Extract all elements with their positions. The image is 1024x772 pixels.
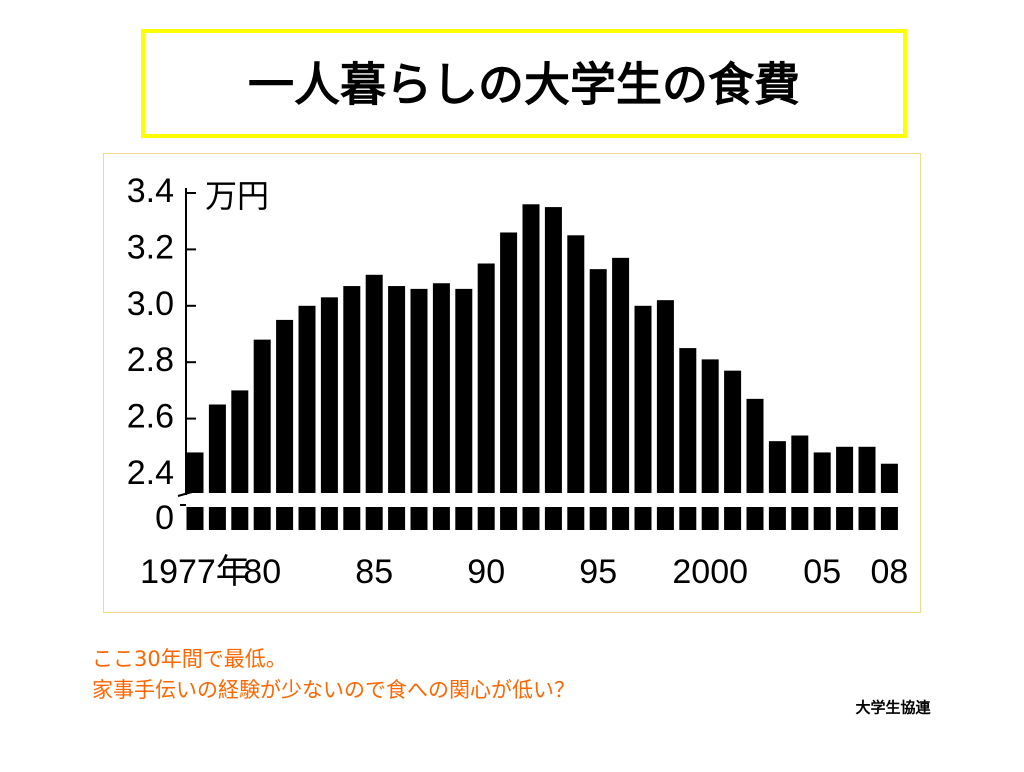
bar [365,274,383,493]
bar-base [320,507,338,530]
note: 家事手伝いの経験が少ないので食への関心が低い？ [92,678,575,702]
bar [612,257,630,493]
bar [724,370,742,493]
bar [858,446,876,493]
x-tick-label: 1977年 [140,553,250,591]
bar [320,297,338,493]
bar-base [701,507,719,530]
bar-base [365,507,383,530]
bar-base [298,507,316,530]
x-tick-label: 2000 [672,553,748,591]
x-tick-label: 08 [870,553,908,591]
bar [679,348,697,493]
bar-base [500,507,518,530]
bar [343,286,361,493]
bar [813,452,831,493]
note: ここ30年間で最低。 [92,647,287,671]
x-tick-label: 85 [355,553,393,591]
bar-base [836,507,854,530]
bar [589,269,607,493]
unit-label: 万円 [205,177,269,215]
bar-base [567,507,585,530]
bar [768,441,786,493]
bar-base [813,507,831,530]
y-tick-label: 3.2 [127,228,174,266]
y-tick-label: 0 [155,499,174,537]
bar [455,288,473,493]
bar-base [410,507,428,530]
bar [567,235,585,494]
x-tick-label: 05 [803,553,841,591]
bar [410,288,428,493]
bar-base [208,507,226,530]
bar [432,283,450,493]
bar [388,286,406,493]
y-tick-label: 3.4 [127,172,174,210]
source: 大学生協連 [855,699,931,717]
bar-base [186,507,204,530]
bar [791,435,809,493]
y-tick-label: 2.4 [127,454,174,492]
title: 一人暮らしの大学生の食費 [248,58,800,112]
bar [544,207,562,493]
bar [276,319,294,493]
bar-base [455,507,473,530]
y-tick-label: 2.6 [127,398,174,436]
bar [522,204,540,493]
bar-base [544,507,562,530]
bar-base [522,507,540,530]
bar-base [768,507,786,530]
bar [500,232,518,494]
bar-base [724,507,742,530]
title-box [141,29,907,138]
bar [208,404,226,493]
bar-base [612,507,630,530]
y-tick-label: 3.0 [127,285,174,323]
bar [656,300,674,493]
bar [298,305,316,493]
bar [836,446,854,493]
bar [186,452,204,493]
y-tick-label: 2.8 [127,341,174,379]
bar-base [477,507,495,530]
bar-base [858,507,876,530]
bar [880,463,898,493]
bar-base [589,507,607,530]
bar-base [432,507,450,530]
bar-base [231,507,249,530]
bar-base [388,507,406,530]
bar-base [746,507,764,530]
bar-base [880,507,898,530]
x-tick-label: 80 [243,553,281,591]
bar [231,390,249,493]
bar [634,305,652,493]
bar [746,398,764,493]
x-tick-label: 95 [579,553,617,591]
bar-base [679,507,697,530]
bar-base [634,507,652,530]
x-tick-label: 90 [467,553,505,591]
bar-base [253,507,271,530]
bar [701,359,719,493]
bar-base [656,507,674,530]
bar [253,339,271,493]
bar [477,263,495,493]
bar-base [791,507,809,530]
bar-base [276,507,294,530]
bar-base [343,507,361,530]
